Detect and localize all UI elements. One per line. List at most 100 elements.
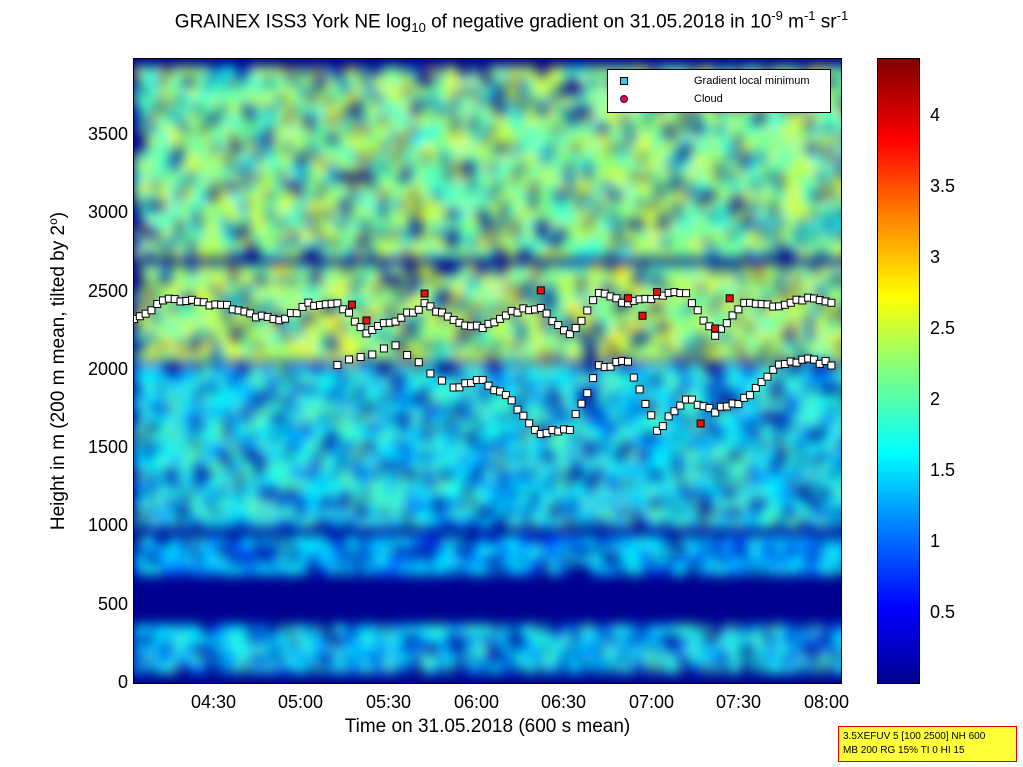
heatmap-cell (164, 564, 171, 576)
heatmap-cell (512, 247, 519, 259)
heatmap-cell (458, 247, 465, 259)
heatmap-cell (590, 545, 597, 557)
heatmap-cell (332, 123, 339, 135)
heatmap-cell (302, 350, 309, 362)
heatmap-cell (494, 350, 501, 362)
heatmap-cell (572, 478, 579, 490)
heatmap-cell (722, 364, 729, 376)
heatmap-cell (554, 181, 561, 192)
heatmap-cell (320, 350, 327, 362)
heatmap-cell (398, 507, 405, 519)
heatmap-cell (494, 662, 501, 674)
heatmap-cell (548, 133, 555, 144)
heatmap-cell (266, 331, 273, 343)
heatmap-cell (248, 662, 255, 674)
heatmap-cell (302, 555, 309, 566)
heatmap-cell (440, 66, 447, 78)
heatmap-cell (260, 331, 267, 343)
heatmap-cell (602, 634, 609, 645)
heatmap-cell (488, 133, 495, 144)
heatmap-cell (302, 536, 309, 547)
heatmap-cell (380, 545, 387, 557)
heatmap-cell (392, 364, 399, 376)
heatmap-cell (194, 383, 201, 395)
heatmap-cell (698, 142, 705, 154)
heatmap-cell (296, 517, 303, 528)
heatmap-cell (734, 536, 741, 547)
heatmap-cell (212, 104, 219, 116)
heatmap-cell (416, 265, 423, 276)
heatmap-cell (434, 85, 441, 97)
heatmap-cell (344, 228, 351, 240)
heatmap-cell (704, 274, 711, 286)
heatmap-cell (218, 152, 225, 164)
heatmap-cell (686, 459, 693, 471)
heatmap-cell (380, 133, 387, 144)
heatmap-cell (566, 219, 573, 230)
heatmap-cell (680, 440, 687, 452)
heatmap-cell (758, 181, 765, 192)
heatmap-cell (380, 66, 387, 78)
heatmap-cell (464, 284, 471, 295)
heatmap-cell (692, 412, 699, 423)
heatmap-cell (476, 312, 483, 324)
heatmap-cell (326, 274, 333, 286)
heatmap-cell (158, 555, 165, 566)
heatmap-cell (272, 497, 279, 509)
heatmap-cell (746, 653, 753, 664)
heatmap-cell (764, 450, 771, 461)
heatmap-cell (476, 152, 483, 164)
heatmap-cell (638, 459, 645, 471)
heatmap-cell (164, 459, 171, 471)
heatmap-cell (242, 564, 249, 576)
heatmap-cell (254, 209, 261, 221)
heatmap-cell (164, 171, 171, 183)
heatmap-cell (608, 564, 615, 576)
heatmap-cell (326, 123, 333, 135)
heatmap-cell (488, 265, 495, 276)
heatmap-cell (536, 517, 543, 528)
heatmap-cell (284, 478, 291, 490)
heatmap-cell (812, 383, 819, 395)
heatmap-cell (200, 331, 207, 343)
heatmap-cell (290, 331, 297, 343)
heatmap-cell (320, 95, 327, 106)
heatmap-cell (704, 209, 711, 221)
heatmap-cell (158, 133, 165, 144)
heatmap-cell (290, 114, 297, 125)
heatmap-cell (674, 312, 681, 324)
heatmap-cell (338, 383, 345, 395)
heatmap-cell (812, 488, 819, 499)
heatmap-cell (488, 624, 495, 636)
heatmap-cell (512, 76, 519, 87)
heatmap-cell (584, 95, 591, 106)
heatmap-cell (260, 322, 267, 333)
heatmap-cell (458, 350, 465, 362)
heatmap-cell (470, 459, 477, 471)
heatmap-cell (602, 293, 609, 305)
heatmap-cell (368, 431, 375, 442)
heatmap-cell (830, 634, 837, 645)
heatmap-cell (332, 662, 339, 674)
heatmap-cell (410, 181, 417, 192)
heatmap-cell (278, 133, 285, 144)
heatmap-cell (644, 643, 651, 655)
heatmap-cell (722, 238, 729, 249)
heatmap-cell (278, 564, 285, 576)
heatmap-cell (782, 312, 789, 324)
heatmap-cell (644, 545, 651, 557)
heatmap-cell (278, 265, 285, 276)
heatmap-cell (218, 364, 225, 376)
heatmap-cell (500, 536, 507, 547)
heatmap-cell (230, 152, 237, 164)
heatmap-cell (518, 517, 525, 528)
heatmap-cell (194, 322, 201, 333)
heatmap-cell (488, 200, 495, 211)
heatmap-cell (542, 85, 549, 97)
heatmap-cell (398, 104, 405, 116)
heatmap-cell (770, 662, 777, 674)
heatmap-cell (188, 459, 195, 471)
heatmap-cell (386, 536, 393, 547)
heatmap-cell (374, 624, 381, 636)
heatmap-cell (392, 643, 399, 655)
